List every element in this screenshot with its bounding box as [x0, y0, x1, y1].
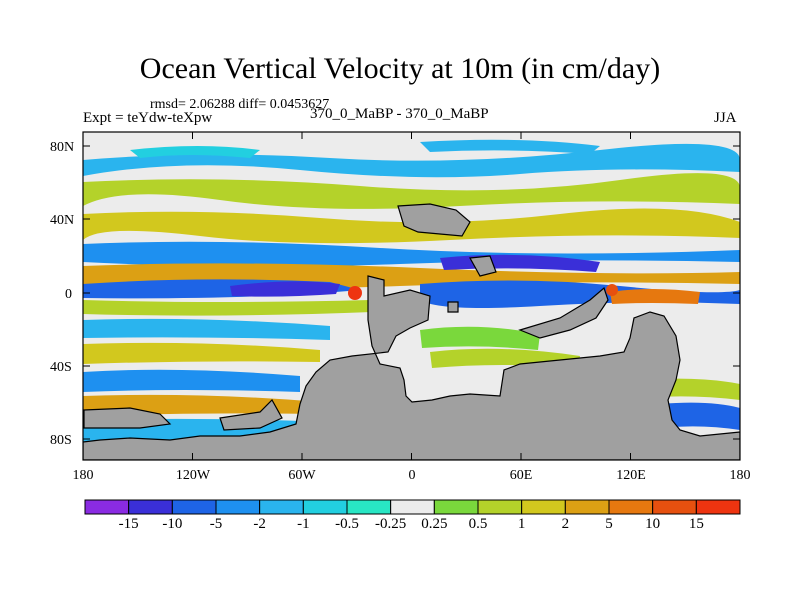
colorbar-label: -1: [297, 516, 310, 532]
colorbar-swatch: [302, 499, 348, 515]
season-label: JJA: [714, 110, 737, 126]
colorbar-label: 10: [645, 516, 661, 532]
colorbar-label: -0.25: [375, 516, 407, 532]
colorbar-label: 5: [605, 516, 613, 532]
colorbar: [84, 499, 741, 515]
comparison-label: 370_0_MaBP - 370_0_MaBP: [310, 106, 489, 122]
experiment-label: Expt = teYdw-teXpw: [83, 110, 213, 126]
colorbar-label: -5: [209, 516, 223, 532]
lat-label: 0: [65, 287, 72, 302]
stats-text: rmsd= 2.06288 diff= 0.0453627: [150, 97, 330, 112]
lon-label: 0: [408, 468, 416, 483]
colorbar-swatch: [695, 499, 741, 515]
map-area: [83, 132, 740, 460]
lon-label: 60W: [288, 468, 316, 483]
lat-label: 80S: [50, 433, 72, 448]
lon-label: 120W: [175, 468, 211, 483]
colorbar-swatch: [564, 499, 610, 515]
colorbar-swatch: [84, 499, 130, 515]
colorbar-label: 0.25: [421, 516, 448, 532]
colorbar-label: -15: [118, 516, 139, 532]
colorbar-swatch: [433, 499, 479, 515]
lat-label: 80N: [50, 140, 75, 155]
plot-title: Ocean Vertical Velocity at 10m (in cm/da…: [139, 52, 661, 85]
colorbar-label: -10: [162, 516, 183, 532]
lon-label: 180: [72, 468, 94, 483]
colorbar-swatch: [652, 499, 697, 515]
colorbar-label: 15: [688, 516, 704, 532]
colorbar-label: 0.5: [468, 516, 488, 532]
colorbar-swatch: [346, 499, 392, 515]
colorbar-label: -0.5: [335, 516, 359, 532]
colorbar-swatch: [259, 499, 304, 515]
lat-label: 40N: [50, 213, 75, 228]
colorbar-label: -2: [253, 516, 266, 532]
colorbar-swatch: [390, 499, 435, 515]
colorbar-label: 2: [561, 516, 570, 532]
colorbar-swatch: [128, 499, 173, 515]
colorbar-swatch: [608, 499, 654, 515]
lon-label: 120E: [616, 468, 646, 483]
lon-label: 180: [729, 468, 751, 483]
colorbar-swatch: [171, 499, 217, 515]
colorbar-swatch: [521, 499, 566, 515]
lon-label: 60E: [509, 468, 533, 483]
lat-label: 40S: [50, 360, 72, 375]
colorbar-label: 1: [517, 516, 526, 532]
colorbar-swatch: [477, 499, 523, 515]
colorbar-swatch: [215, 499, 261, 515]
axis-ticks: [82, 132, 741, 460]
